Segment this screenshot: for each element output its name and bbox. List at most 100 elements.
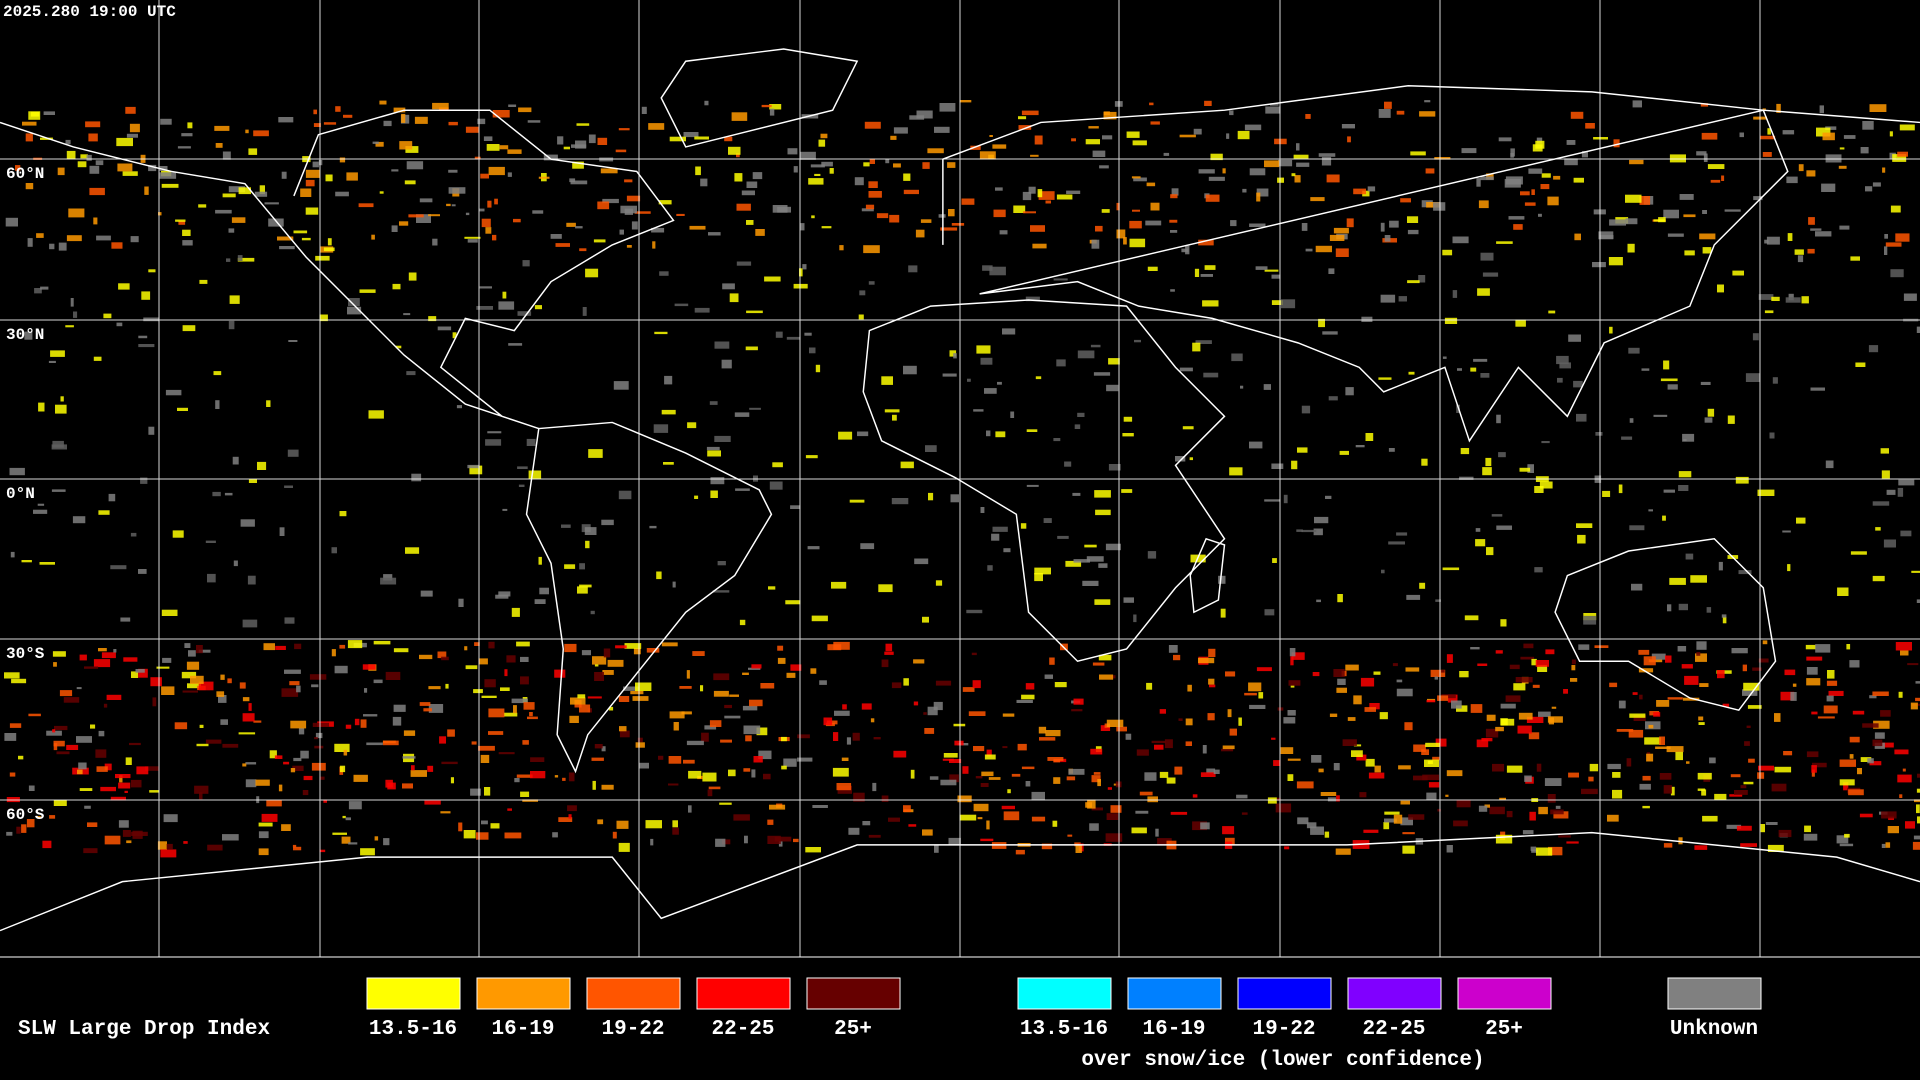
- cloud-pixel: [1271, 737, 1276, 740]
- cloud-pixel: [980, 838, 994, 842]
- cloud-pixel: [1437, 695, 1449, 701]
- cloud-pixel: [73, 311, 78, 318]
- cloud-pixel: [653, 424, 669, 433]
- cloud-pixel: [1714, 793, 1727, 800]
- cloud-pixel: [1110, 675, 1116, 679]
- cloud-pixel: [1345, 664, 1359, 671]
- cloud-pixel: [1149, 102, 1154, 106]
- cloud-pixel: [278, 117, 294, 123]
- cloud-pixel: [641, 106, 647, 114]
- cloud-pixel: [1052, 820, 1058, 827]
- cloud-pixel: [769, 804, 786, 810]
- cloud-pixel: [618, 842, 630, 852]
- cloud-pixel: [1404, 722, 1413, 731]
- cloud-pixel: [1353, 695, 1362, 705]
- cloud-pixel: [650, 838, 654, 846]
- cloud-pixel: [194, 785, 209, 794]
- cloud-pixel: [569, 178, 576, 183]
- cloud-pixel: [478, 658, 488, 665]
- cloud-pixel: [654, 331, 668, 335]
- cloud-pixel: [700, 178, 708, 187]
- cloud-pixel: [513, 705, 517, 714]
- cloud-pixel: [1639, 196, 1651, 205]
- cloud-pixel: [287, 449, 299, 457]
- cloud-pixel: [821, 161, 833, 167]
- cloud-pixel: [199, 279, 208, 284]
- cloud-pixel: [633, 648, 641, 655]
- cloud-pixel: [393, 648, 409, 653]
- cloud-pixel: [1895, 642, 1912, 651]
- cloud-pixel: [222, 151, 231, 160]
- cloud-pixel: [1442, 356, 1447, 359]
- cloud-pixel: [1915, 681, 1920, 684]
- cloud-pixel: [36, 233, 44, 238]
- cloud-pixel: [1237, 130, 1250, 140]
- cloud-pixel: [530, 757, 545, 762]
- cloud-pixel: [34, 288, 42, 294]
- legend-label: 25+: [1485, 1018, 1523, 1041]
- cloud-pixel: [1067, 834, 1073, 837]
- cloud-pixel: [767, 835, 781, 844]
- cloud-pixel: [1202, 745, 1207, 754]
- cloud-pixel: [1558, 835, 1571, 838]
- cloud-pixel: [233, 560, 238, 567]
- cloud-pixel: [729, 293, 739, 303]
- cloud-pixel: [1129, 238, 1146, 248]
- cloud-pixel: [411, 473, 422, 482]
- cloud-pixel: [393, 107, 406, 113]
- cloud-pixel: [624, 643, 642, 649]
- cloud-pixel: [1667, 604, 1672, 612]
- cloud-pixel: [1757, 489, 1775, 496]
- cloud-pixel: [923, 712, 927, 715]
- cloud-pixel: [486, 144, 500, 151]
- cloud-pixel: [66, 235, 82, 242]
- cloud-pixel: [27, 238, 33, 247]
- cloud-pixel: [110, 565, 127, 570]
- cloud-pixel: [694, 495, 699, 499]
- cloud-pixel: [135, 669, 145, 673]
- cloud-pixel: [1473, 358, 1488, 362]
- cloud-pixel: [1393, 814, 1403, 824]
- cloud-pixel: [488, 166, 505, 176]
- cloud-pixel: [724, 715, 741, 719]
- cloud-pixel: [507, 172, 512, 177]
- cloud-pixel: [1057, 535, 1069, 539]
- cloud-pixel: [1486, 547, 1494, 556]
- cloud-pixel: [1447, 694, 1458, 703]
- cloud-pixel: [1134, 339, 1141, 343]
- cloud-pixel: [1424, 100, 1431, 103]
- cloud-pixel: [1670, 786, 1675, 796]
- cloud-pixel: [1632, 100, 1642, 108]
- cloud-pixel: [1874, 732, 1885, 739]
- cloud-pixel: [182, 229, 191, 236]
- cloud-pixel: [24, 331, 33, 340]
- cloud-pixel: [570, 180, 588, 185]
- cloud-pixel: [448, 121, 458, 126]
- cloud-pixel: [832, 767, 849, 777]
- cloud-pixel: [694, 307, 710, 313]
- cloud-pixel: [50, 350, 65, 357]
- cloud-pixel: [1426, 700, 1436, 703]
- cloud-pixel: [1163, 152, 1170, 156]
- cloud-pixel: [993, 209, 1006, 218]
- cloud-pixel: [1718, 561, 1723, 571]
- cloud-pixel: [914, 558, 929, 565]
- cloud-pixel: [1792, 683, 1797, 687]
- cloud-pixel: [1822, 132, 1835, 141]
- cloud-pixel: [358, 203, 374, 208]
- cloud-pixel: [1146, 682, 1153, 690]
- cloud-pixel: [159, 172, 177, 179]
- latitude-label: 60°S: [6, 806, 45, 824]
- cloud-pixel: [1037, 189, 1043, 198]
- cloud-pixel: [1849, 660, 1860, 668]
- cloud-pixel: [120, 617, 131, 622]
- cloud-pixel: [1034, 573, 1043, 582]
- cloud-pixel: [786, 336, 801, 340]
- cloud-pixel: [1356, 754, 1367, 761]
- legend-swatch: [1667, 977, 1762, 1010]
- cloud-pixel: [1231, 353, 1243, 362]
- cloud-pixel: [664, 375, 673, 385]
- cloud-pixel: [1227, 709, 1232, 718]
- cloud-pixel: [1272, 558, 1277, 563]
- cloud-pixel: [477, 118, 486, 125]
